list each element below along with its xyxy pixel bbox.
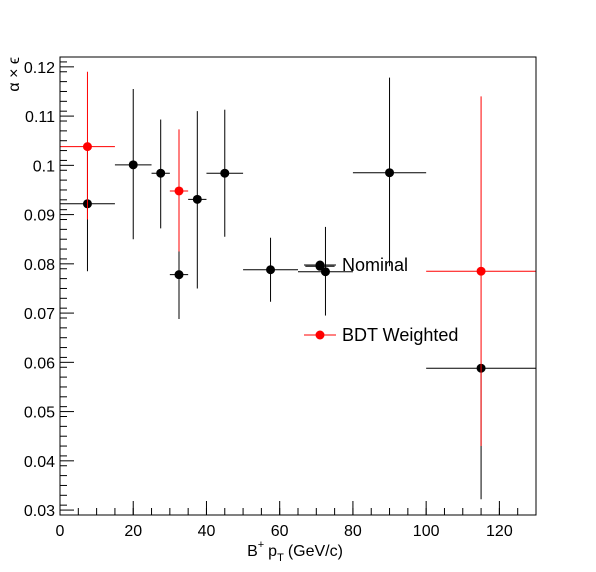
- data-point: [476, 266, 486, 276]
- x-axis-title-p: p: [268, 543, 277, 560]
- x-tick-label: 80: [344, 523, 362, 540]
- legend-marker: [315, 260, 325, 270]
- x-axis-title-unit: (GeV/c): [288, 543, 343, 560]
- x-axis-title-sub: T: [277, 552, 284, 564]
- legend: Nominal BDT Weighted: [304, 255, 458, 345]
- x-tick-label: 40: [198, 523, 216, 540]
- x-tick-label: 60: [271, 523, 289, 540]
- x-tick-label: 20: [124, 523, 142, 540]
- y-axis-ticks: 0.03 0.04 0.05 0.06 0.07 0.08 0.09 0.1 0.11 0.12: [24, 60, 74, 520]
- y-tick-label: 0.1: [33, 158, 55, 175]
- data-point: [128, 160, 138, 170]
- y-tick-label: 0.09: [24, 208, 55, 225]
- data-point: [174, 186, 184, 196]
- data-point: [156, 168, 166, 178]
- data-point: [192, 194, 202, 204]
- legend-marker: [315, 330, 325, 340]
- x-axis-title: B+ pT (GeV/c): [247, 539, 343, 564]
- y-tick-label: 0.11: [25, 109, 55, 126]
- plot-frame: [59, 56, 537, 516]
- data-point: [266, 265, 276, 275]
- y-tick-label: 0.08: [24, 257, 55, 274]
- x-axis-title-base: B: [247, 543, 258, 560]
- data-point: [174, 270, 184, 280]
- y-tick-label: 0.12: [24, 60, 55, 77]
- y-axis-title: α × ϵ: [6, 57, 23, 92]
- y-tick-label: 0.05: [24, 405, 55, 422]
- data-point: [82, 142, 92, 152]
- y-tick-label: 0.03: [24, 503, 55, 520]
- legend-label: BDT Weighted: [342, 325, 458, 345]
- y-tick-label: 0.07: [24, 306, 55, 323]
- x-axis-title-sup: +: [258, 539, 264, 551]
- x-tick-label: 0: [56, 523, 65, 540]
- series-group: [60, 71, 536, 447]
- data-point: [385, 168, 395, 178]
- data-point: [220, 168, 230, 178]
- x-tick-label: 120: [486, 523, 513, 540]
- data-series: [60, 71, 536, 500]
- y-tick-label: 0.04: [24, 454, 55, 471]
- data-point: [320, 267, 330, 277]
- legend-label: Nominal: [342, 255, 408, 275]
- x-tick-label: 100: [413, 523, 440, 540]
- y-tick-label: 0.06: [24, 355, 55, 372]
